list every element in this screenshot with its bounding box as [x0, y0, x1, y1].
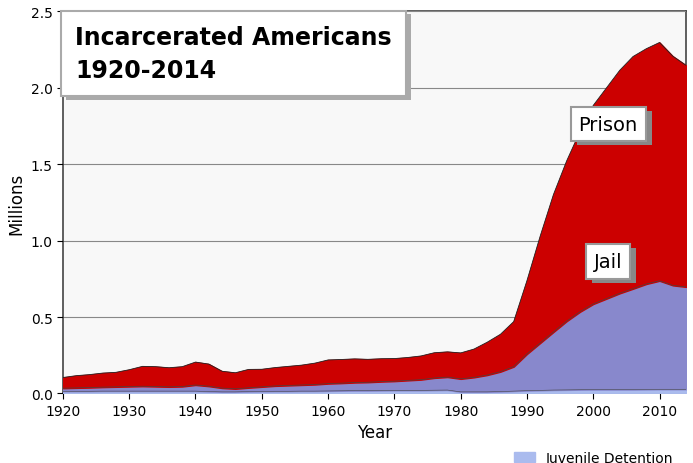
- Legend: Juvenile Detention: Juvenile Detention: [509, 445, 679, 463]
- Text: Prison: Prison: [579, 115, 638, 134]
- Text: Incarcerated Americans
1920-2014: Incarcerated Americans 1920-2014: [76, 26, 392, 83]
- X-axis label: Year: Year: [357, 424, 392, 441]
- Text: Jail: Jail: [600, 257, 629, 275]
- Text: Incarcerated Americans
1920-2014: Incarcerated Americans 1920-2014: [80, 30, 397, 87]
- Text: Jail: Jail: [594, 253, 622, 271]
- Text: Prison: Prison: [585, 119, 644, 138]
- Y-axis label: Millions: Millions: [7, 172, 25, 234]
